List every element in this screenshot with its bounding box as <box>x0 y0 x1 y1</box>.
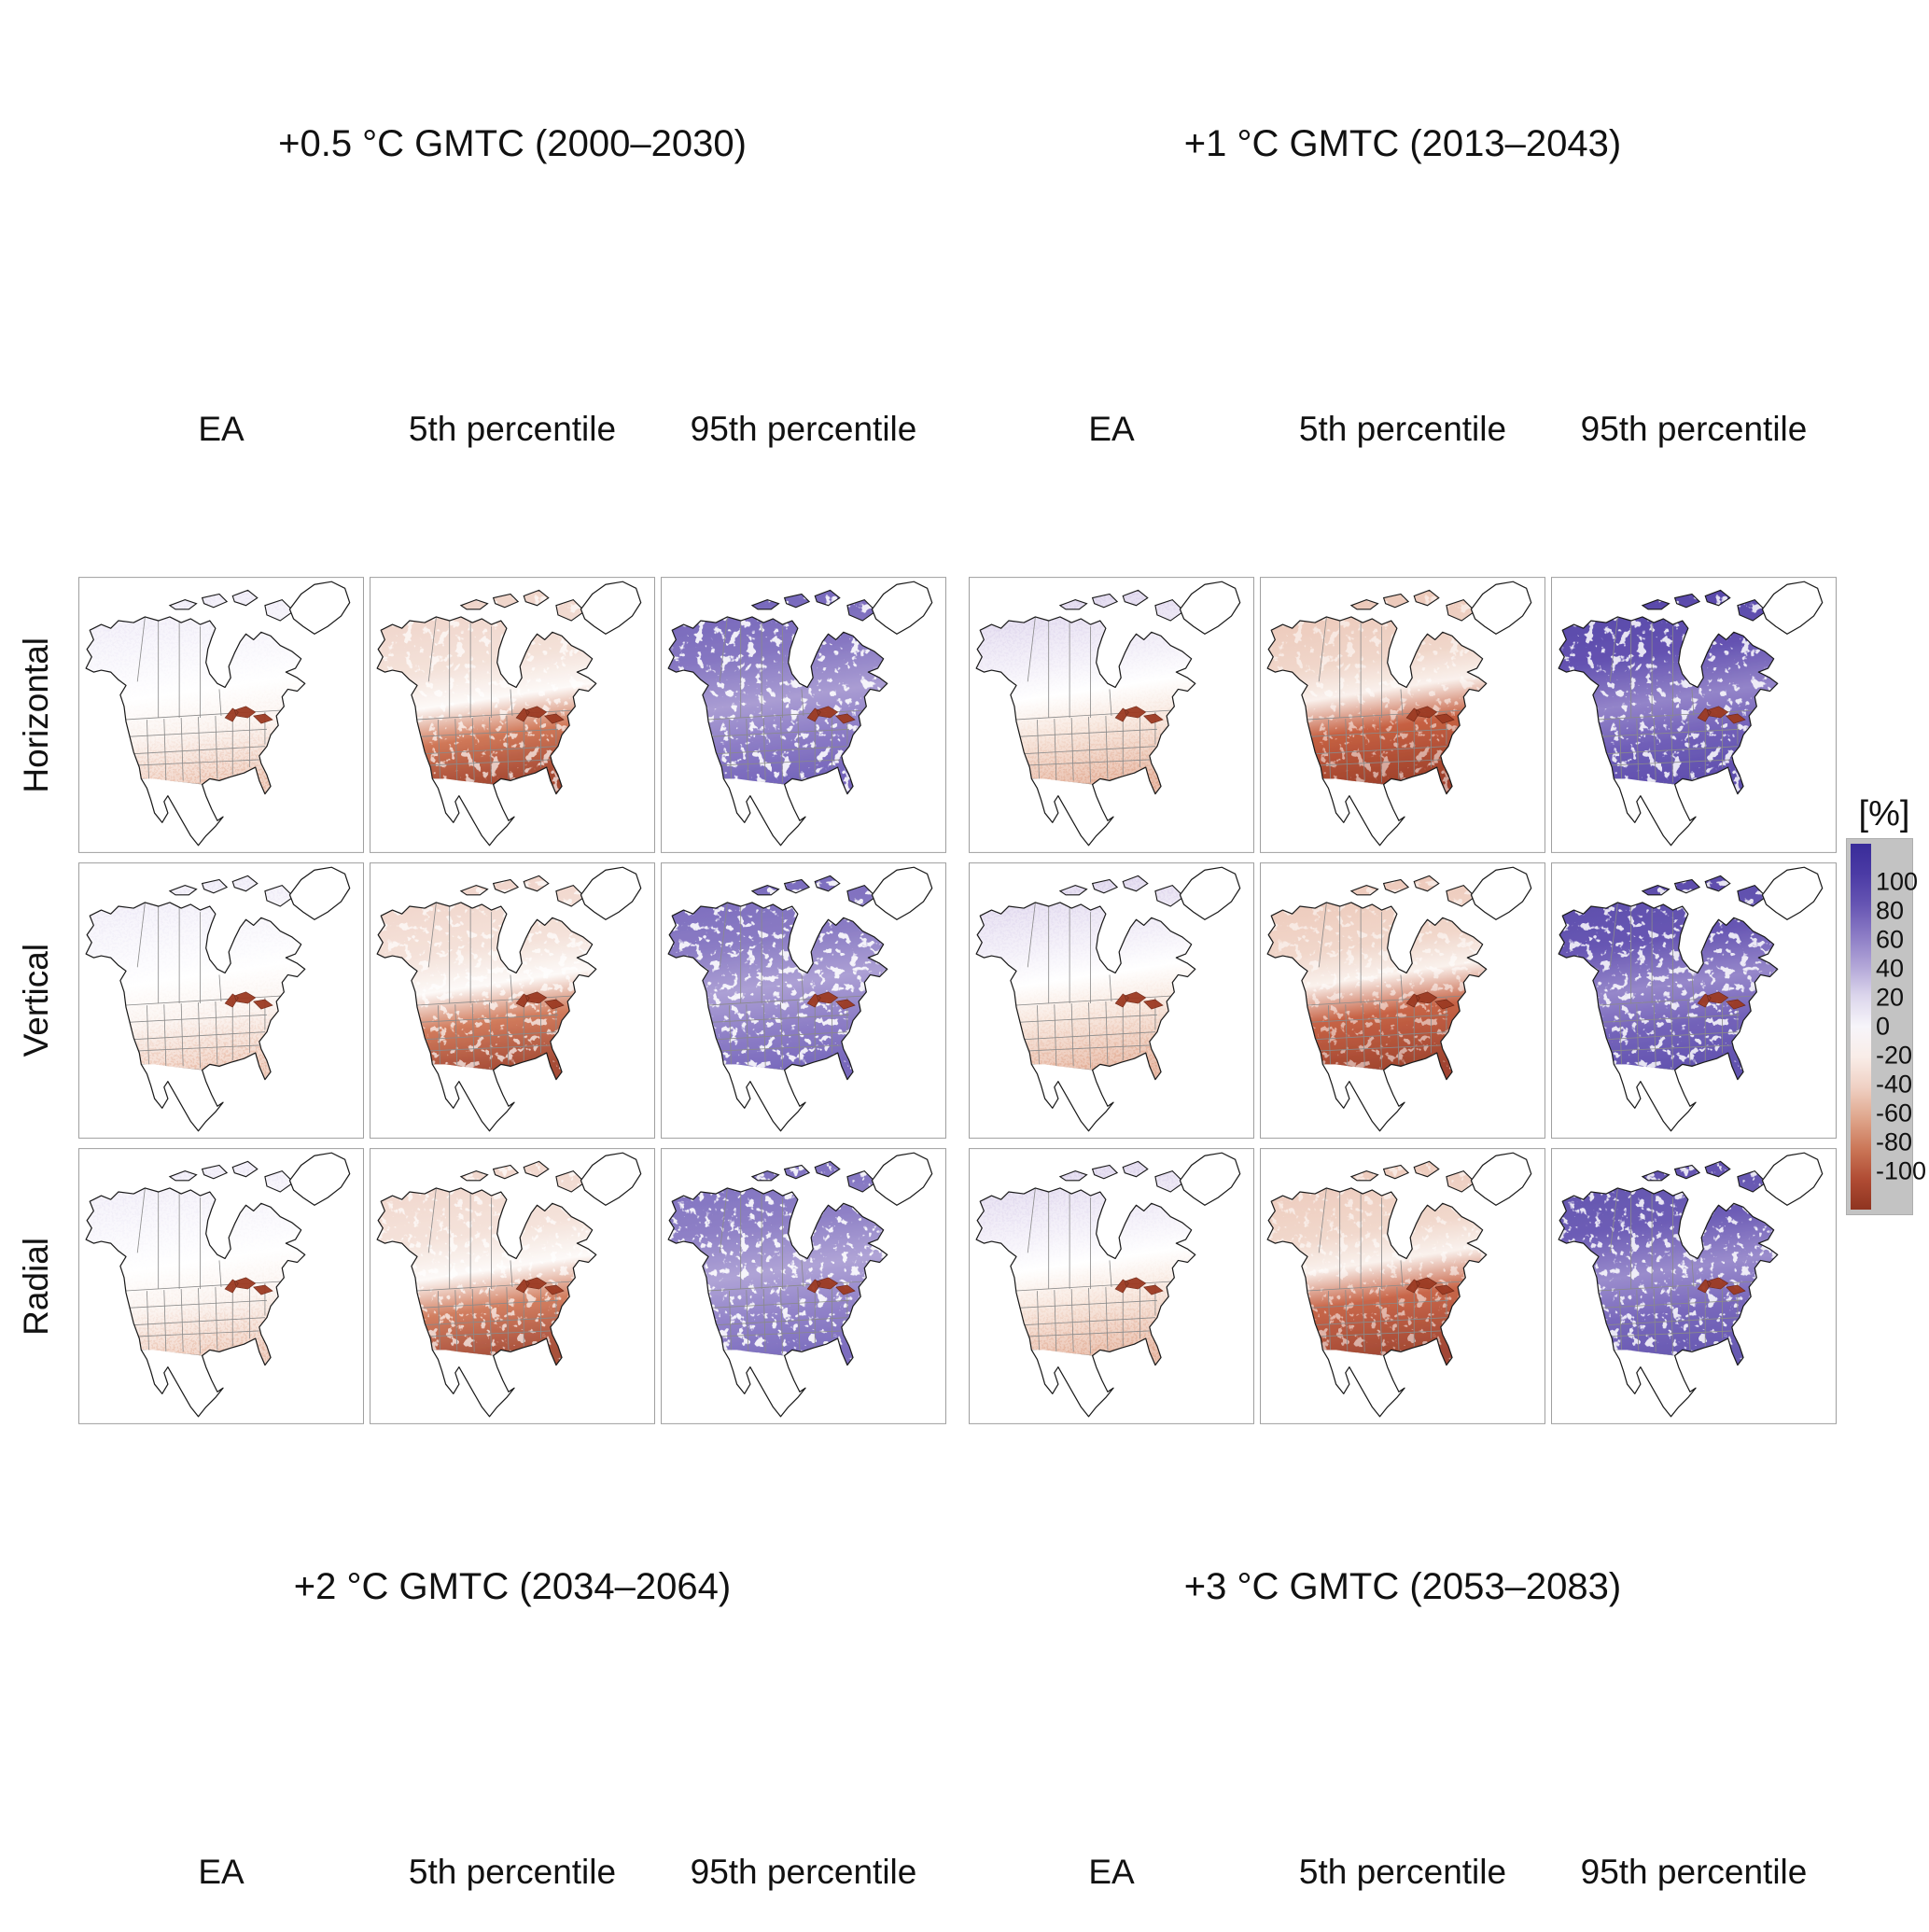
row-label-horizontal: Horizontal <box>17 637 55 793</box>
column-header-ea: EA <box>1088 1853 1135 1891</box>
column-header-p5: 5th percentile <box>408 410 617 448</box>
colorbar-tick: -40 <box>1876 1070 1913 1099</box>
colorbar-tick: 60 <box>1876 925 1905 954</box>
map-panel <box>969 862 1254 1139</box>
map-panel <box>1260 577 1545 853</box>
colorbar-tick: 20 <box>1876 983 1905 1012</box>
map-panel <box>661 862 946 1139</box>
block-top: +0.5 °C GMTC (2000–2030) +1 °C GMTC (201… <box>0 6 1837 1424</box>
map-panel <box>1551 862 1837 1139</box>
column-header-p5: 5th percentile <box>1298 410 1507 448</box>
map-panel <box>370 577 655 853</box>
colorbar-panel: 100 80 60 40 20 0 -20 -40 -60 -80 -100 <box>1846 838 1927 1215</box>
map-blocks: +0.5 °C GMTC (2000–2030) +1 °C GMTC (201… <box>0 6 1837 1932</box>
map-panel <box>1551 1148 1837 1424</box>
block-bottom: +2 °C GMTC (2034–2064) +3 °C GMTC (2053–… <box>0 1449 1837 1932</box>
map-panel <box>969 1148 1254 1424</box>
colorbar-tick: -20 <box>1876 1041 1913 1070</box>
column-header-ea: EA <box>198 410 245 448</box>
column-header-p5: 5th percentile <box>1298 1853 1507 1891</box>
colorbar-tick: 100 <box>1876 867 1919 896</box>
colorbar-tick: 0 <box>1876 1012 1891 1041</box>
map-panel <box>1260 1148 1545 1424</box>
column-header-p5: 5th percentile <box>408 1853 617 1891</box>
colorbar-tick: -60 <box>1876 1099 1913 1127</box>
column-header-p95: 95th percentile <box>690 1853 917 1891</box>
map-panel <box>78 577 364 853</box>
map-panel <box>370 1148 655 1424</box>
colorbar-gradient-strip <box>1851 844 1871 1210</box>
map-panel <box>969 577 1254 853</box>
colorbar-tick: -100 <box>1876 1156 1927 1185</box>
map-panel <box>370 862 655 1139</box>
map-panel <box>661 577 946 853</box>
column-header-p95: 95th percentile <box>690 410 917 448</box>
map-panel <box>1260 862 1545 1139</box>
colorbar-tick: 40 <box>1876 954 1905 983</box>
colorbar-tick: 80 <box>1876 896 1905 925</box>
column-header-p95: 95th percentile <box>1580 1853 1808 1891</box>
scenario-title: +0.5 °C GMTC (2000–2030) <box>278 123 747 164</box>
map-panel <box>78 1148 364 1424</box>
column-header-ea: EA <box>1088 410 1135 448</box>
scenario-title: +1 °C GMTC (2013–2043) <box>1183 123 1622 164</box>
colorbar: [%] 100 80 60 40 20 0 -20 -40 -60 -80 -100 <box>1844 794 1927 1215</box>
scenario-title: +2 °C GMTC (2034–2064) <box>293 1566 732 1607</box>
row-label-vertical: Vertical <box>17 944 55 1057</box>
column-header-p95: 95th percentile <box>1580 410 1808 448</box>
scenario-title: +3 °C GMTC (2053–2083) <box>1183 1566 1622 1607</box>
map-panel <box>1551 577 1837 853</box>
colorbar-unit-label: [%] <box>1858 794 1910 833</box>
column-header-ea: EA <box>198 1853 245 1891</box>
map-panel <box>661 1148 946 1424</box>
map-panel <box>78 862 364 1139</box>
row-label-radial: Radial <box>17 1237 55 1336</box>
colorbar-tick: -80 <box>1876 1127 1913 1156</box>
